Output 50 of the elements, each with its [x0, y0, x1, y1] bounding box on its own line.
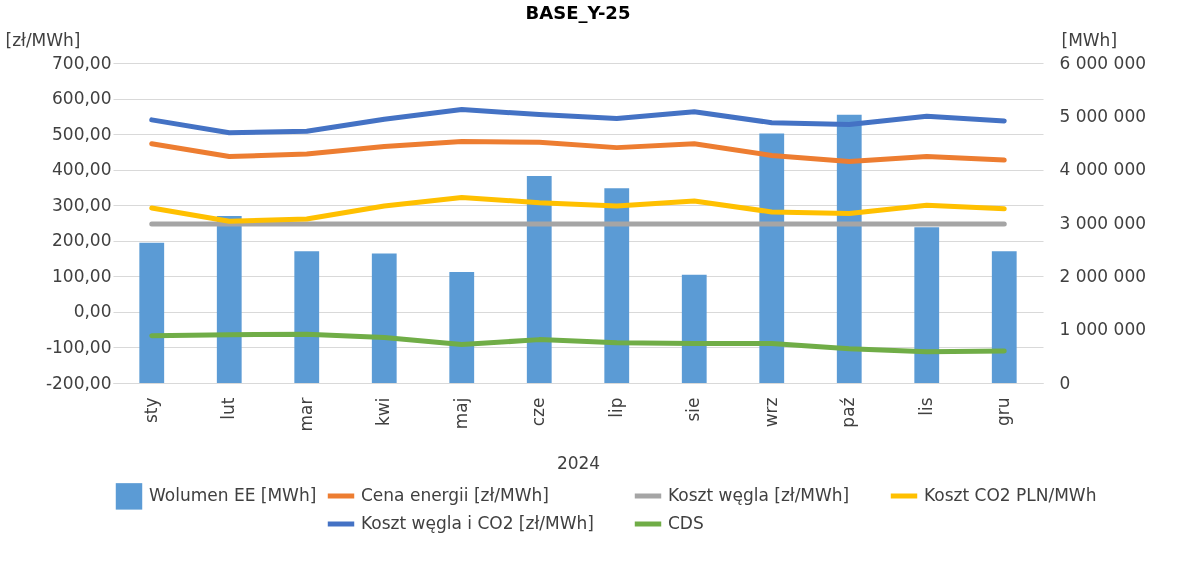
y2-tick-label: 1 000 000 [1059, 319, 1147, 340]
y-tick-label: 200,00 [52, 230, 112, 251]
y-tick-label: 400,00 [52, 159, 112, 180]
y2-tick-label: 3 000 000 [1059, 212, 1147, 233]
bar [991, 251, 1017, 383]
x-tick-label: cze [528, 397, 549, 427]
y-axis-title: [zł/MWh] [5, 29, 81, 50]
legend-label: Wolumen EE [MWh] [149, 485, 317, 506]
y-tick-label: 600,00 [52, 88, 112, 109]
x-tick-label: wrz [760, 397, 781, 428]
bar [604, 188, 630, 383]
y2-axis-title: [MWh] [1061, 29, 1118, 50]
x-axis-title: 2024 [556, 453, 601, 474]
x-tick-label: gru [993, 397, 1014, 427]
bar [449, 272, 475, 383]
chart-title: BASE_Y-25 [525, 2, 631, 23]
legend-label: Koszt węgla i CO2 [zł/MWh] [361, 513, 594, 533]
x-tick-label: lis [915, 397, 936, 416]
x-tick-label: sie [683, 397, 704, 422]
x-tick-label: maj [450, 397, 471, 430]
x-tick-label: sty [140, 397, 161, 424]
x-tick-label: lut [218, 397, 239, 420]
y-tick-label: 500,00 [52, 123, 112, 144]
x-tick-label: lip [605, 397, 626, 418]
y-tick-label: 300,00 [52, 194, 112, 215]
legend-label: CDS [668, 513, 704, 533]
bar [681, 274, 707, 383]
y2-tick-label: 4 000 000 [1059, 159, 1147, 180]
bar [526, 176, 552, 383]
x-tick-label: mar [295, 397, 316, 432]
x-tick-label: paź [838, 397, 859, 428]
y-tick-label: -200,00 [45, 372, 112, 393]
legend-label: Koszt węgla [zł/MWh] [668, 485, 850, 505]
y-tick-label: 700,00 [52, 52, 112, 73]
x-tick-label: kwi [373, 397, 394, 426]
y2-tick-label: 5 000 000 [1059, 105, 1147, 126]
y2-tick-label: 0 [1059, 372, 1071, 393]
bar [371, 253, 397, 383]
y2-tick-label: 6 000 000 [1059, 52, 1147, 73]
legend-label: Cena energii [zł/MWh] [361, 485, 549, 505]
bar [139, 242, 165, 383]
bar [759, 133, 785, 383]
bar [294, 251, 320, 383]
bar [216, 216, 242, 383]
y2-tick-label: 2 000 000 [1059, 265, 1147, 286]
y-tick-label: 100,00 [52, 265, 112, 286]
bar [914, 227, 940, 383]
legend-label: Koszt CO2 PLN/MWh [924, 485, 1097, 505]
y-tick-label: 0,00 [73, 301, 112, 322]
y-tick-label: -100,00 [45, 336, 112, 357]
